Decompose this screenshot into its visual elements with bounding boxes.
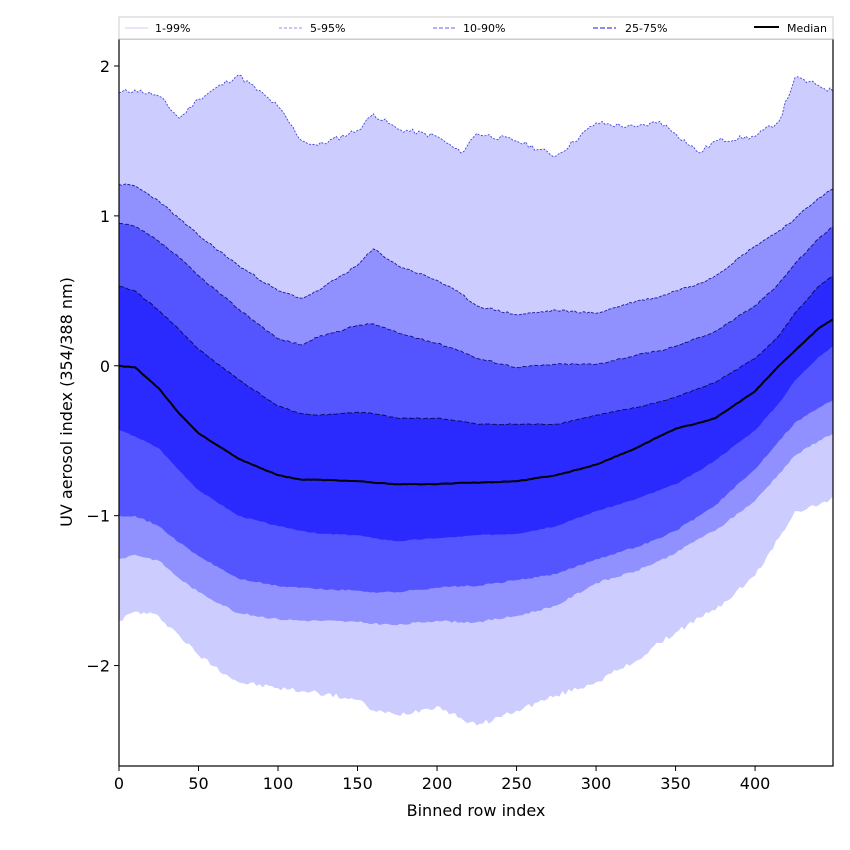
x-tick-label: 0 [114, 774, 124, 793]
x-tick-label: 300 [581, 774, 612, 793]
band-upper-edge-5-95 [118, 183, 834, 316]
legend-item-5-95: 5-95% [279, 22, 345, 35]
x-tick-label: 50 [188, 774, 208, 793]
legend-label-5-95: 5-95% [310, 22, 345, 35]
x-tick-label: 200 [422, 774, 453, 793]
x-axis-label: Binned row index [407, 801, 546, 820]
legend-label-25-75: 25-75% [625, 22, 667, 35]
legend-box [118, 16, 834, 40]
median-line [118, 318, 834, 486]
band-upper-edge-25-75 [118, 275, 834, 426]
legend-item-1-99: 1-99% [125, 22, 190, 35]
x-tick-label: 250 [501, 774, 532, 793]
legend-item-median: Median [754, 22, 827, 35]
y-tick-label: 0 [100, 357, 110, 376]
y-tick-label: −2 [86, 657, 110, 676]
y-tick-label: 1 [100, 207, 110, 226]
y-tick-label: 2 [100, 57, 110, 76]
band-upper-edge-10-90 [118, 222, 834, 369]
x-tick-label: 400 [740, 774, 771, 793]
band-25-75 [119, 275, 833, 542]
legend-item-25-75: 25-75% [593, 22, 667, 35]
x-tick-label: 150 [342, 774, 373, 793]
x-tick-label: 350 [660, 774, 691, 793]
legend-item-10-90: 10-90% [433, 22, 505, 35]
x-axis: 0 50 100 150 200 250 300 350 400 [114, 766, 770, 793]
legend-label-median: Median [787, 22, 827, 35]
legend: 1-99% 5-95% 10-90% 25-75% Median [118, 16, 834, 40]
y-tick-label: −1 [86, 507, 110, 526]
x-tick-label: 100 [263, 774, 294, 793]
plot-area [118, 74, 834, 726]
legend-label-1-99: 1-99% [155, 22, 190, 35]
y-axis: 2 1 0 −1 −2 [86, 57, 119, 676]
legend-label-10-90: 10-90% [463, 22, 505, 35]
y-axis-label: UV aerosol index (354/388 nm) [57, 277, 76, 527]
